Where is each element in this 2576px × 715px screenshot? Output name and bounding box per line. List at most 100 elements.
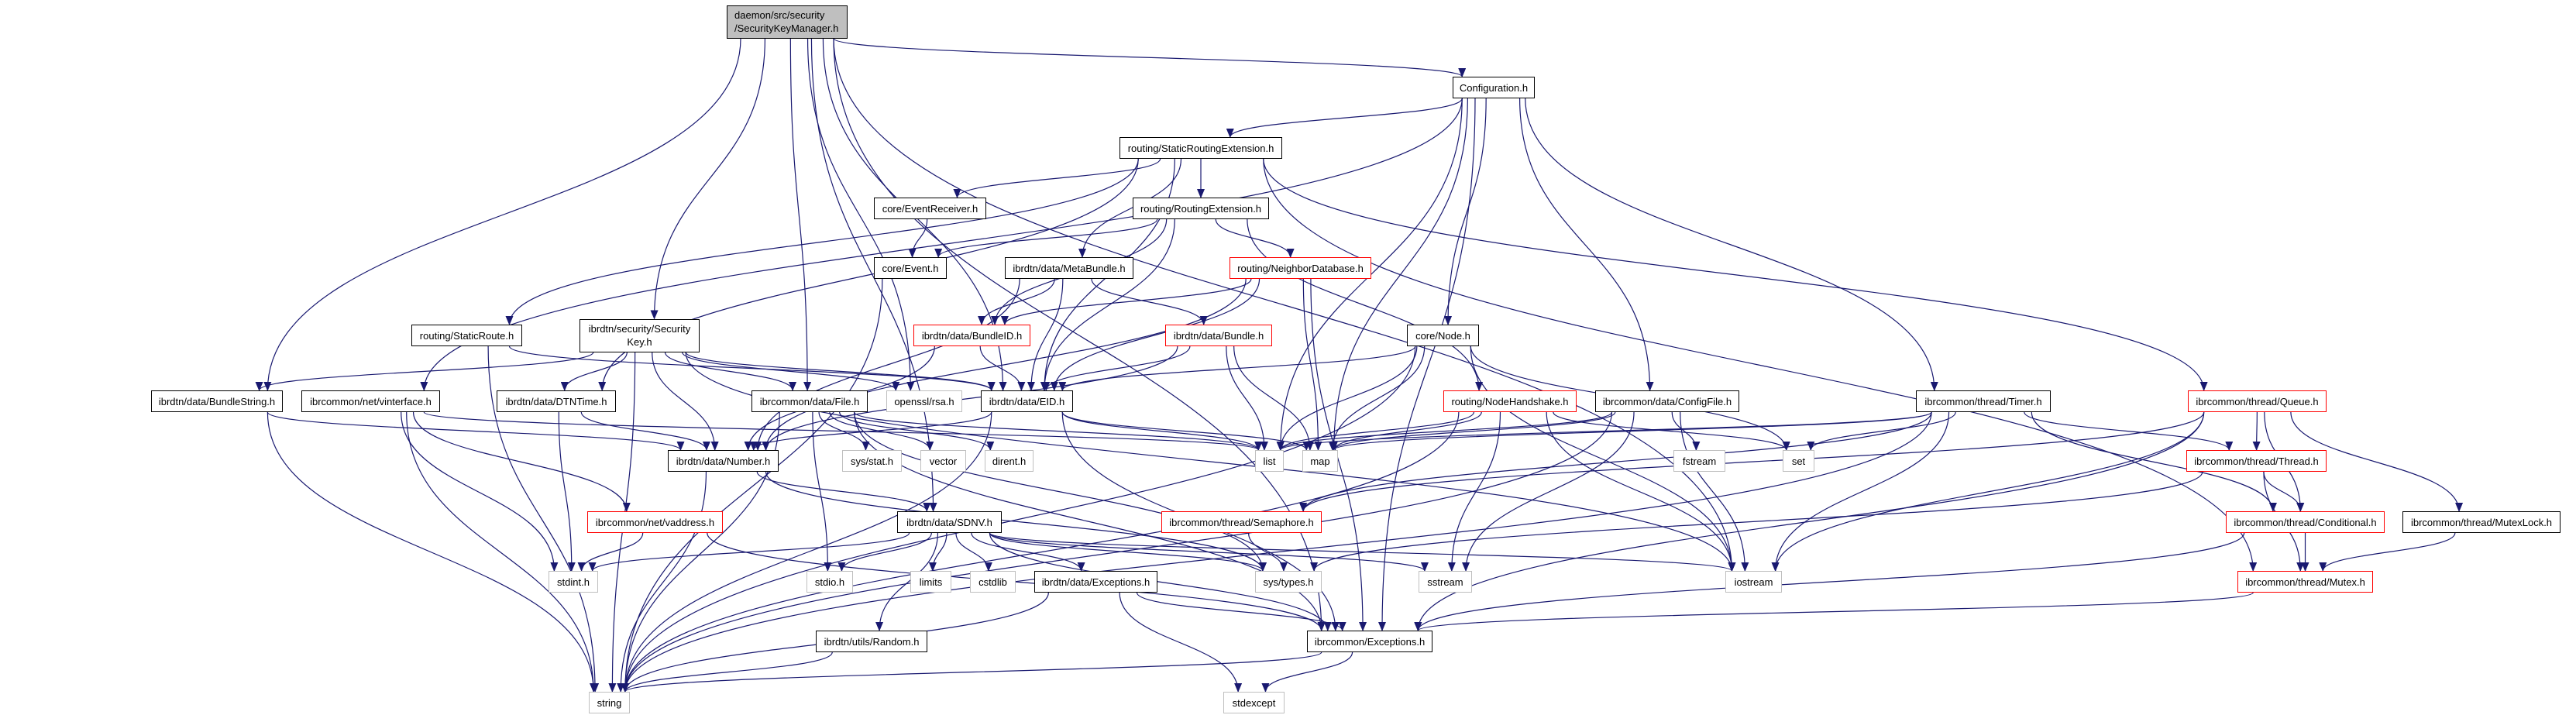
- node-label: ibrdtn/utils/Random.h: [824, 635, 920, 648]
- edge-node-to-list: [1276, 345, 1418, 451]
- node-label: ibrcommon/thread/Thread.h: [2194, 455, 2319, 467]
- edge-bundlestring-to-string: [267, 411, 598, 693]
- edge-node-to-eid: [1058, 345, 1416, 391]
- graph-node-thread[interactable]: ibrcommon/thread/Thread.h: [2186, 450, 2327, 472]
- edge-queue-to-mutexlock: [2290, 411, 2464, 512]
- node-label: string: [597, 696, 622, 709]
- edge-number-to-string: [617, 471, 707, 693]
- node-label: list: [1263, 455, 1276, 467]
- graph-node-neighbordb[interactable]: routing/NeighborDatabase.h: [1230, 257, 1371, 279]
- graph-node-timer[interactable]: ibrcommon/thread/Timer.h: [1916, 390, 2051, 412]
- node-label: cstdlib: [978, 576, 1007, 588]
- node-label: stdexcept: [1232, 696, 1276, 709]
- edge-configfile-to-list: [1276, 411, 1613, 451]
- edge-vaddress-to-stdint: [577, 532, 644, 572]
- graph-node-cstdlib: cstdlib: [970, 571, 1016, 593]
- edge-eid-to-map: [1061, 411, 1311, 451]
- edge-staticroute-to-string: [487, 345, 600, 693]
- edge-file-to-dirent: [839, 411, 995, 451]
- graph-node-sre[interactable]: routing/StaticRoutingExtension.h: [1119, 137, 1282, 159]
- node-label: ibrcommon/thread/Semaphore.h: [1169, 516, 1314, 528]
- node-label: sys/types.h: [1263, 576, 1314, 588]
- edge-vinterface-to-vaddress: [412, 411, 631, 512]
- graph-node-bundle[interactable]: ibrdtn/data/Bundle.h: [1165, 325, 1272, 346]
- node-label: ibrdtn/data/SDNV.h: [906, 516, 992, 528]
- graph-node-vaddress[interactable]: ibrcommon/net/vaddress.h: [587, 511, 723, 533]
- graph-node-node[interactable]: core/Node.h: [1407, 325, 1479, 346]
- edge-sre-to-queue: [1263, 158, 2208, 391]
- graph-node-dataexc[interactable]: ibrdtn/data/Exceptions.h: [1034, 571, 1157, 593]
- edge-mutex-to-commonexc: [1414, 592, 2254, 631]
- node-label: ibrcommon/thread/Timer.h: [1924, 395, 2042, 407]
- edge-skm-to-bundlestring: [263, 38, 741, 391]
- edge-sdnv-to-sstream: [989, 532, 1429, 572]
- graph-node-event[interactable]: core/Event.h: [874, 257, 947, 279]
- edge-commonexc-to-stdexcept: [1261, 651, 1353, 693]
- graph-node-sdnv[interactable]: ibrdtn/data/SDNV.h: [897, 511, 1002, 533]
- graph-node-mutex[interactable]: ibrcommon/thread/Mutex.h: [2237, 571, 2373, 593]
- edge-nodehandshake-to-string: [621, 411, 1460, 693]
- graph-node-metabundle[interactable]: ibrdtn/data/MetaBundle.h: [1005, 257, 1133, 279]
- graph-node-random[interactable]: ibrdtn/utils/Random.h: [816, 631, 927, 652]
- edge-file-to-systat: [818, 411, 870, 451]
- edge-skm-to-file: [789, 38, 812, 391]
- graph-node-file[interactable]: ibrcommon/data/File.h: [751, 390, 868, 412]
- edge-sdnv-to-iostream: [989, 532, 1735, 572]
- edge-seckey-to-file: [664, 352, 796, 391]
- graph-node-vinterface[interactable]: ibrcommon/net/vinterface.h: [301, 390, 440, 412]
- edge-queue-to-iostream: [1771, 411, 2205, 572]
- edge-timer-to-string: [621, 411, 1932, 693]
- edge-eid-to-string: [621, 411, 992, 693]
- graph-node-bundleid[interactable]: ibrdtn/data/BundleID.h: [913, 325, 1030, 346]
- graph-node-mutexlock[interactable]: ibrcommon/thread/MutexLock.h: [2402, 511, 2561, 533]
- node-label: daemon/src/security /SecurityKeyManager.…: [734, 9, 839, 34]
- graph-node-bundlestring[interactable]: ibrdtn/data/BundleString.h: [151, 390, 283, 412]
- graph-node-routext[interactable]: routing/RoutingExtension.h: [1133, 198, 1269, 219]
- edge-routext-to-neighbordb: [1215, 218, 1295, 258]
- edge-nodehandshake-to-map: [1329, 411, 1482, 451]
- node-label: ibrcommon/thread/MutexLock.h: [2410, 516, 2553, 528]
- node-label: core/Node.h: [1415, 329, 1470, 342]
- node-label: dirent.h: [992, 455, 1027, 467]
- graph-node-semaphore[interactable]: ibrcommon/thread/Semaphore.h: [1161, 511, 1322, 533]
- edge-seckey-to-iostream: [685, 352, 1736, 572]
- node-label: routing/RoutingExtension.h: [1140, 202, 1262, 215]
- edge-file-to-systypes: [854, 411, 1267, 572]
- edge-dtntime-to-number: [580, 411, 710, 451]
- edge-timer-to-iostream: [1771, 411, 1950, 572]
- graph-node-eid[interactable]: ibrdtn/data/EID.h: [981, 390, 1073, 412]
- edge-sre-to-staticroute: [505, 158, 1139, 325]
- edge-nodehandshake-to-list: [1276, 411, 1475, 451]
- graph-node-evrecv[interactable]: core/EventReceiver.h: [874, 198, 986, 219]
- edge-skm-to-openssl: [807, 38, 915, 391]
- edge-timer-to-thread: [2024, 411, 2234, 451]
- edge-eid-to-list: [1061, 411, 1263, 451]
- graph-node-dtntime[interactable]: ibrdtn/data/DTNTime.h: [497, 390, 616, 412]
- edge-event-to-string: [621, 278, 883, 693]
- graph-node-staticroute[interactable]: routing/StaticRoute.h: [411, 325, 522, 346]
- edge-seckey-to-eid: [685, 352, 996, 391]
- edge-metabundle-to-bundleid: [978, 278, 1055, 325]
- node-label: ibrdtn/data/MetaBundle.h: [1013, 262, 1126, 274]
- graph-node-map: map: [1302, 450, 1338, 472]
- graph-node-queue[interactable]: ibrcommon/thread/Queue.h: [2188, 390, 2327, 412]
- graph-node-configfile[interactable]: ibrcommon/data/ConfigFile.h: [1595, 390, 1739, 412]
- edge-node-to-string: [621, 345, 1416, 693]
- node-label: ibrdtn/data/Bundle.h: [1173, 329, 1264, 342]
- edge-queue-to-commonexc: [1414, 411, 2205, 631]
- graph-node-nodehandshake[interactable]: routing/NodeHandshake.h: [1443, 390, 1577, 412]
- node-label: iostream: [1734, 576, 1773, 588]
- graph-node-seckey[interactable]: ibrdtn/security/Security Key.h: [580, 318, 700, 352]
- edge-eid-to-number: [749, 411, 992, 451]
- graph-node-conditional[interactable]: ibrcommon/thread/Conditional.h: [2226, 511, 2385, 533]
- graph-node-number[interactable]: ibrdtn/data/Number.h: [668, 450, 779, 472]
- node-label: ibrcommon/data/ConfigFile.h: [1602, 395, 1732, 407]
- edge-staticroute-to-eid: [508, 345, 996, 391]
- graph-node-commonexc[interactable]: ibrcommon/Exceptions.h: [1307, 631, 1432, 652]
- node-label: routing/NeighborDatabase.h: [1237, 262, 1364, 274]
- node-label: ibrdtn/security/Security Key.h: [588, 323, 691, 348]
- graph-node-config[interactable]: Configuration.h: [1453, 77, 1535, 98]
- edge-configfile-to-fstream: [1671, 411, 1701, 451]
- edge-node-to-map: [1328, 345, 1426, 451]
